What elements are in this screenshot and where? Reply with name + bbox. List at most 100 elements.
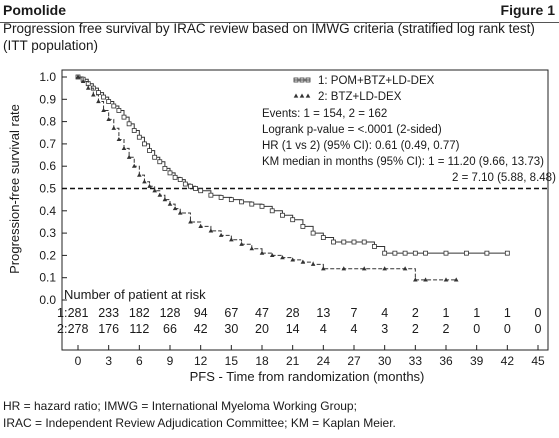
series-1-point xyxy=(392,250,398,256)
series-2-point xyxy=(126,154,132,159)
x-tick-label: 36 xyxy=(439,354,453,368)
risk-count-row1: 2 xyxy=(412,306,419,320)
series-1-point xyxy=(412,250,418,256)
series-1-point xyxy=(320,235,326,240)
y-tick-label: 0.7 xyxy=(39,137,56,151)
series-1-point xyxy=(504,250,510,256)
series-1-point xyxy=(464,250,469,256)
footnote-2: IRAC = Independent Review Adjudication C… xyxy=(3,416,396,430)
series-2-point xyxy=(423,277,428,282)
footnote-1: HR = hazard ratio; IMWG = International … xyxy=(3,399,357,413)
series-2-point xyxy=(443,277,449,282)
series-1-point xyxy=(96,90,101,96)
risk-count-row2: 4 xyxy=(320,322,327,336)
series-2-point xyxy=(167,201,173,206)
series-2-point xyxy=(75,74,81,79)
series-2-point xyxy=(300,259,306,264)
risk-count-row1: 67 xyxy=(224,306,238,320)
series-1-point xyxy=(198,188,204,194)
risk-count-row1: 47 xyxy=(255,306,269,320)
series-1-point xyxy=(280,212,285,218)
x-tick-label: 39 xyxy=(470,354,484,368)
series-1-point xyxy=(172,174,178,180)
risk-count-row1: 1 xyxy=(473,306,480,320)
x-tick-label: 9 xyxy=(167,354,174,368)
y-tick-label: 0.9 xyxy=(39,92,56,106)
series-1-point xyxy=(167,170,173,176)
series-2-point xyxy=(172,206,178,211)
y-tick-label: 0.0 xyxy=(39,293,56,307)
y-tick-label: 0.4 xyxy=(39,204,56,218)
risk-count-row1: 1 xyxy=(504,306,511,320)
series-1-point xyxy=(131,128,137,133)
plot-frame xyxy=(61,69,549,351)
x-tick-label: 18 xyxy=(255,354,269,368)
risk-count-row2: 278 xyxy=(68,322,89,336)
y-tick-label: 1.0 xyxy=(39,70,56,84)
risk-row-label-2: 2: xyxy=(57,322,67,336)
series-2-point xyxy=(111,125,117,130)
series-2-point xyxy=(239,241,244,246)
series-2-point xyxy=(116,136,122,142)
series-2-point xyxy=(137,172,142,177)
risk-table-title: Number of patient at risk xyxy=(64,287,206,302)
series-1-point xyxy=(269,208,275,214)
y-tick-label: 0.2 xyxy=(39,248,56,262)
series-2-point xyxy=(341,266,347,271)
y-axis-label: Progression-free survival rate xyxy=(7,104,22,274)
x-tick-label: 30 xyxy=(378,354,392,368)
figure-label: Figure 1 xyxy=(500,2,555,18)
series-2-point xyxy=(91,92,96,97)
series-2-point xyxy=(269,252,275,257)
risk-count-row1: 13 xyxy=(316,306,330,320)
risk-count-row2: 2 xyxy=(412,322,419,336)
x-tick-label: 27 xyxy=(347,354,361,368)
risk-count-row2: 0 xyxy=(473,322,480,336)
series-1-point xyxy=(372,244,377,249)
series-1-point xyxy=(331,239,336,245)
series-2-point xyxy=(402,266,408,271)
x-tick-label: 33 xyxy=(409,354,423,368)
x-tick-label: 24 xyxy=(317,354,331,368)
series-2-point xyxy=(131,163,137,168)
risk-count-row1: 0 xyxy=(535,306,542,320)
series-2-point xyxy=(361,266,367,271)
series-1-point xyxy=(443,250,449,256)
figure-title: Progression free survival by IRAC review… xyxy=(3,21,535,53)
series-1-point xyxy=(162,166,168,171)
header-bar xyxy=(0,0,559,23)
legend-marker-triangle xyxy=(305,93,311,98)
series-1-point xyxy=(484,250,490,256)
series-1-point xyxy=(228,197,234,203)
series-2-point xyxy=(218,232,224,237)
series-2-point xyxy=(249,246,255,251)
series-1-point xyxy=(341,239,347,245)
risk-count-row2: 4 xyxy=(351,322,358,336)
risk-count-row2: 112 xyxy=(129,322,149,336)
series-2-point xyxy=(453,277,459,282)
series-1-point xyxy=(218,195,224,200)
risk-count-row2: 66 xyxy=(163,322,177,336)
series-1-point xyxy=(208,192,214,198)
series-2-point xyxy=(290,257,295,262)
risk-count-row2: 3 xyxy=(381,322,388,336)
series-2-point xyxy=(85,85,91,90)
series-2-point xyxy=(96,99,101,104)
legend-entry-2: 2: BTZ+LD-DEX xyxy=(318,91,402,103)
legend-marker-triangle xyxy=(299,93,305,98)
series-2-point xyxy=(208,228,214,233)
risk-count-row1: 182 xyxy=(129,306,150,320)
risk-count-row2: 14 xyxy=(286,322,300,336)
series-2-point xyxy=(280,255,285,260)
series-2-point xyxy=(321,266,326,271)
legend-entry-1: 1: POM+BTZ+LD-DEX xyxy=(318,75,435,87)
series-2-point xyxy=(157,192,163,197)
series-1-point xyxy=(193,186,198,191)
series-2-point xyxy=(147,183,152,188)
series-1-point xyxy=(116,108,122,113)
series-1-point xyxy=(182,181,188,187)
series-2-point xyxy=(198,223,203,229)
stats-annotation-2: Logrank p-value = <.0001 (2-sided) xyxy=(262,124,442,136)
series-1-point xyxy=(136,134,142,140)
series-1-point xyxy=(142,141,147,147)
